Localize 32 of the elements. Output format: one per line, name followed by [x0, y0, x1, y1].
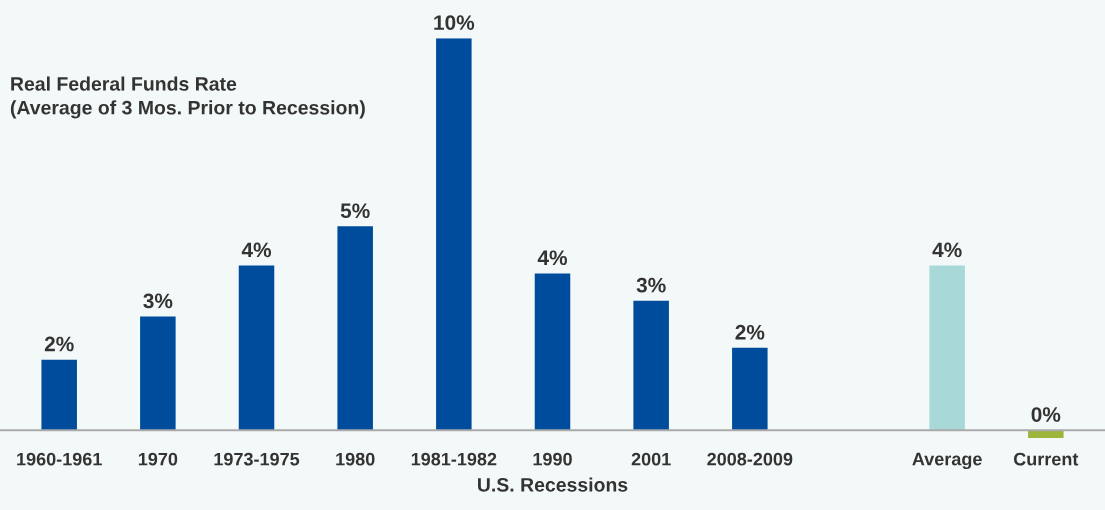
text: Real Federal Funds Rate (Average of 3 Mos. Prior to Recession) — [10, 76, 365, 119]
x-tick-label: 1980 — [336, 452, 375, 466]
x-tick-label: 1973-1975 — [214, 452, 300, 466]
x-tick-label: 1970 — [138, 452, 178, 466]
bar — [436, 38, 472, 431]
data-label: 4% — [241, 242, 272, 258]
x-tick-label: Average — [912, 452, 982, 470]
data-label: 0% — [1031, 407, 1061, 422]
bar — [238, 265, 275, 431]
bar — [633, 300, 669, 431]
x-tick-label: 2001 — [631, 452, 671, 466]
bar — [337, 226, 373, 431]
x-tick-label: 1960-1961 — [17, 452, 102, 466]
bar — [929, 265, 965, 431]
data-label: 3% — [143, 293, 173, 309]
bar — [534, 273, 571, 431]
data-label: 2% — [44, 336, 74, 352]
data-label: 2% — [735, 324, 765, 340]
x-tick-label: 2008-2009 — [707, 452, 793, 466]
data-label: 3% — [636, 277, 666, 293]
data-label: 10% — [434, 15, 475, 30]
x-axis-title: U.S. Recessions — [478, 477, 628, 492]
bar — [1028, 430, 1064, 439]
bar — [41, 359, 77, 431]
data-label: 4% — [932, 242, 962, 258]
bar — [140, 316, 176, 431]
data-label: 4% — [537, 250, 568, 266]
x-tick-label: 1990 — [533, 452, 572, 466]
data-label: 5% — [340, 203, 370, 219]
x-tick-label: Current — [1013, 452, 1079, 466]
x-tick-label: 1981-1982 — [411, 452, 497, 466]
bar — [732, 347, 768, 431]
